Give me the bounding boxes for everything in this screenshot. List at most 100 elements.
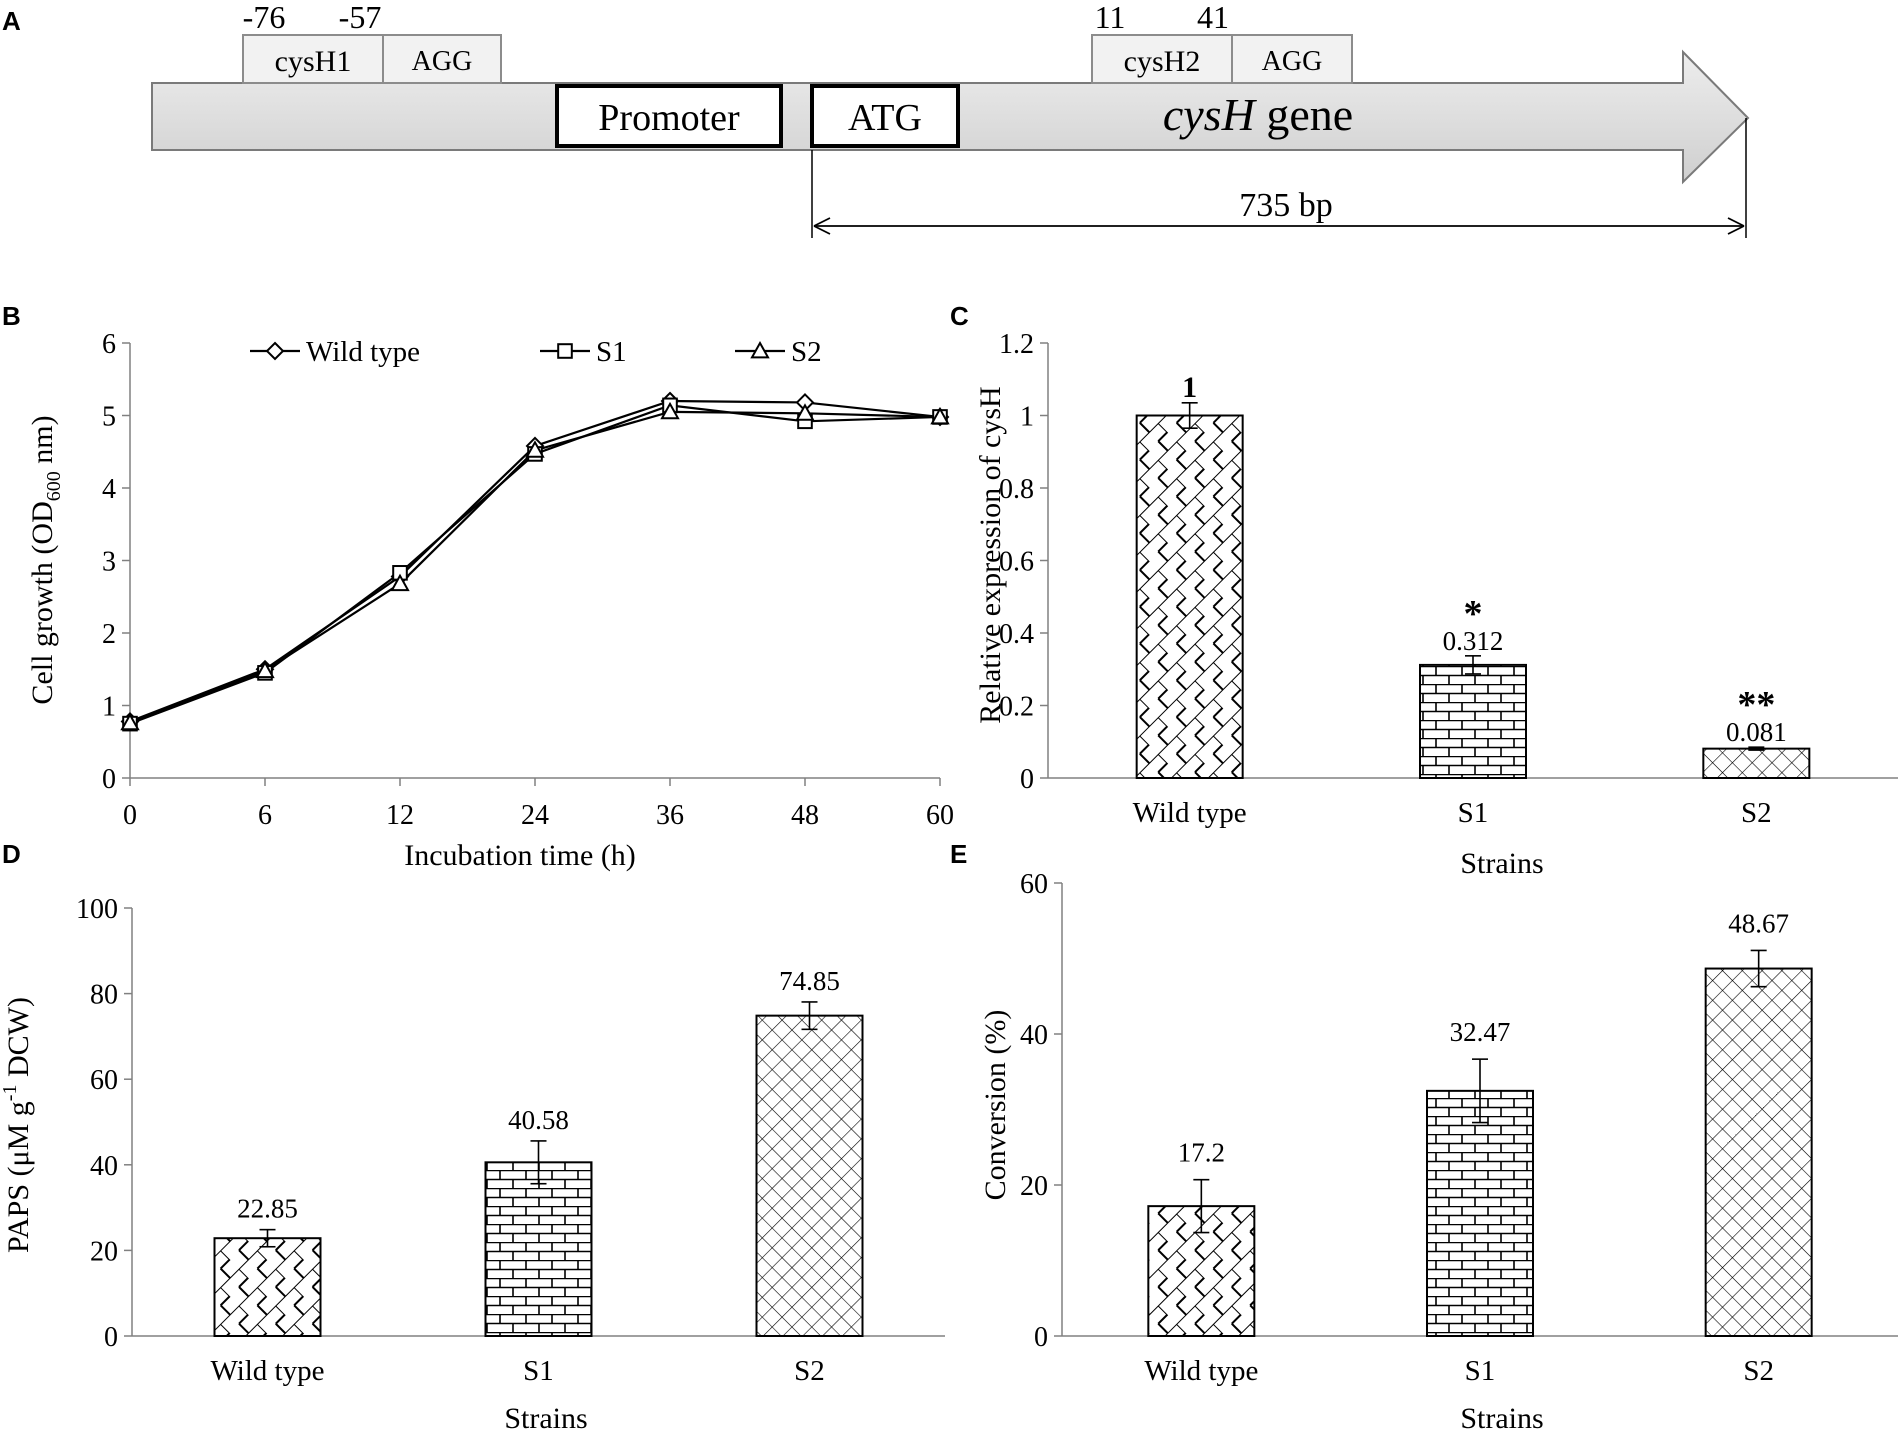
panel-label-b: B [2,301,21,331]
panel-label-a: A [2,6,21,36]
chart-c-ytick-label: 0.6 [999,547,1034,578]
atg-box [810,84,960,148]
chart-b-ytick-label: 5 [102,402,116,433]
gene-label: cysH gene [1163,89,1353,140]
chart-d-ytick-label: 60 [90,1065,118,1096]
chart-b-legend-marker [750,340,770,359]
panel-c: C Relative expression of cysH Strains 0 0… [950,301,1898,880]
chart-e-xtick-label: S1 [1465,1355,1496,1387]
chart-b-point [120,712,140,731]
cysh1-label: cysH1 [275,45,352,78]
chart-e-bar [1426,1089,1534,1337]
chart-b-legend-label: S1 [596,336,627,368]
chart-c-xtick-label: S2 [1741,797,1772,829]
chart-d-data-label: 74.85 [779,966,840,996]
panel-e: E Conversion (%) Strains 0 20 40 60 17.2 Wild… [950,839,1898,1435]
agg1-label: AGG [412,46,473,77]
chart-c-data-label: 0.312 [1443,626,1504,656]
chart-b-point [795,403,815,421]
agg2-box [1231,34,1353,84]
chart-c-significance: ** [1737,684,1775,726]
chart-b-point [660,401,680,420]
chart-c-xlabel: Strains [1460,847,1543,880]
chart-b-xtick-label: 60 [926,800,954,831]
length-label: 735 bp [1239,187,1333,224]
chart-b-xtick-label: 24 [521,800,549,831]
chart-b-xtick-label: 6 [258,800,272,831]
chart-c-ytick-label: 1 [1020,402,1034,433]
position-41: 41 [1197,0,1229,35]
chart-e-data-label: 48.67 [1728,908,1789,938]
chart-b-ylabel: Cell growth (OD600 nm) [26,415,65,704]
chart-c-ytick-label: 1.2 [999,329,1034,360]
chart-d-ytick-label: 40 [90,1151,118,1182]
chart-b-point [525,440,545,458]
panel-label-c: C [950,301,969,331]
chart-c-ytick-label: 0 [1020,764,1034,795]
chart-c-bar [1135,414,1244,779]
position-11: 11 [1095,0,1126,35]
chart-b-xtick-label: 0 [123,800,137,831]
chart-b-point [930,406,950,425]
agg1-box [382,34,502,84]
panel-label-e: E [950,839,967,869]
agg2-label: AGG [1262,46,1323,77]
chart-b-xlabel: Incubation time (h) [404,839,636,872]
chart-c-ytick-label: 0.8 [999,474,1034,505]
chart-c-xtick-label: Wild type [1133,797,1247,829]
chart-e-ytick-label: 20 [1020,1171,1048,1202]
chart-c-bar [1419,663,1527,780]
chart-d-xtick-label: Wild type [210,1355,324,1387]
chart-c-bar [1702,747,1811,780]
chart-b-xtick-label: 36 [656,800,684,831]
chart-d-xtick-label: S2 [794,1355,825,1387]
chart-b-ytick-label: 3 [102,547,116,578]
chart-b-legend-marker [557,343,573,359]
chart-d-bar [484,1161,593,1338]
chart-d-ytick-label: 80 [90,980,118,1011]
cysh2-label: cysH2 [1124,45,1201,78]
chart-d-data-label: 22.85 [237,1194,298,1224]
chart-d-xlabel: Strains [504,1402,587,1435]
chart-d-data-label: 40.58 [508,1105,569,1135]
chart-c-ytick-label: 0.4 [999,619,1034,650]
promoter-box [555,84,783,148]
chart-e-xtick-label: Wild type [1144,1355,1258,1387]
panel-a: A Promoter ATG cysH gene cysH1 AGG -76 -… [2,0,1750,238]
cysh1-box [242,34,384,84]
cysh2-box [1091,34,1233,84]
chart-b-point [390,573,410,592]
position-57: -57 [339,0,382,35]
chart-b-legend-marker [265,341,285,361]
chart-e-ylabel: Conversion (%) [979,1010,1012,1201]
chart-c-ytick-label: 0.2 [999,692,1034,723]
panel-b: B Cell growth (OD600 nm) Incubation time… [2,301,954,872]
chart-b-legend-label: Wild type [306,336,420,368]
chart-e-xtick-label: S2 [1743,1355,1774,1387]
chart-c-ylabel: Relative expression of cysH [974,386,1007,723]
length-arrowhead-right [1727,217,1745,235]
position-76: -76 [243,0,286,35]
chart-c-data-label: 1 [1182,371,1197,404]
chart-e-data-label: 32.47 [1450,1017,1511,1047]
chart-e-ytick-label: 0 [1034,1322,1048,1353]
chart-e-data-label: 17.2 [1178,1138,1225,1168]
chart-c-significance: * [1464,593,1483,635]
chart-d-xtick-label: S1 [523,1355,554,1387]
chart-b-xtick-label: 12 [386,800,414,831]
chart-b-ytick-label: 2 [102,619,116,650]
chart-e-ytick-label: 60 [1020,869,1048,900]
chart-b-legend-label: S2 [791,336,822,368]
chart-b-ytick-label: 6 [102,329,116,360]
chart-c-xtick-label: S1 [1458,797,1489,829]
chart-d-ytick-label: 100 [76,894,118,925]
chart-e-ytick-label: 40 [1020,1020,1048,1051]
chart-e-xlabel: Strains [1460,1402,1543,1435]
promoter-label: Promoter [598,97,740,139]
chart-e-bar [1704,967,1813,1337]
panel-d: D PAPS (μM g-1 DCW) Strains 0 20 40 60 80 100… [0,839,945,1435]
chart-d-ytick-label: 0 [104,1322,118,1353]
chart-b-ytick-label: 1 [102,692,116,723]
